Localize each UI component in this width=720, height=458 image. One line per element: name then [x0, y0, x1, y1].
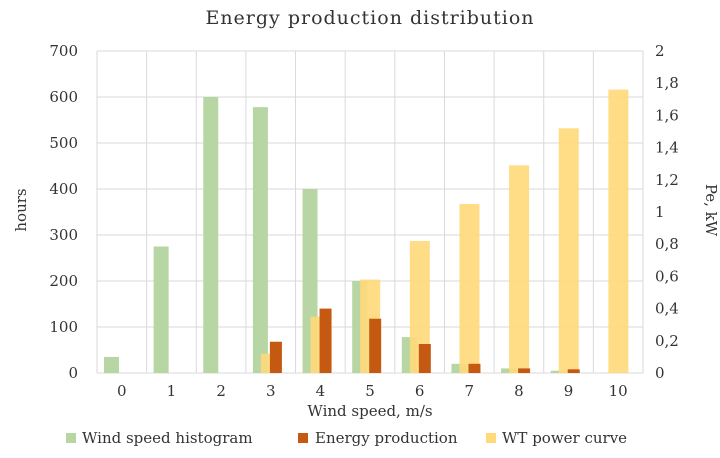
x-tick-label: 3: [266, 382, 276, 400]
left-tick-label: 400: [49, 180, 78, 198]
right-tick-label: 1: [655, 203, 665, 221]
bar-wind-speed-histogram: [104, 356, 119, 373]
x-axis-title: Wind speed, m/s: [307, 402, 432, 420]
bar-energy-production: [369, 318, 382, 373]
bars: [104, 89, 629, 374]
y-axis-left-title: hours: [12, 188, 30, 231]
bar-energy-production: [567, 369, 580, 373]
right-tick-label: 1,2: [655, 171, 679, 189]
right-axis-ticks: 0 0,2 0,4 0,6 0,8 1 1,2 1,4 1,6 1,8 2: [655, 42, 679, 382]
x-tick-label: 7: [464, 382, 474, 400]
right-tick-label: 1,8: [655, 74, 679, 92]
chart-title: Energy production distribution: [205, 7, 534, 29]
bar-wind-speed-histogram: [501, 368, 517, 373]
right-tick-label: 0,8: [655, 235, 679, 253]
x-tick-label: 2: [216, 382, 226, 400]
right-tick-label: 1,6: [655, 106, 679, 124]
legend-swatch: [486, 433, 496, 443]
bar-wind-speed-histogram: [203, 97, 219, 373]
left-tick-label: 200: [49, 272, 78, 290]
x-tick-label: 0: [117, 382, 127, 400]
bar-wind-speed-histogram: [252, 107, 268, 374]
y-axis-right-title: Pe, kW: [702, 184, 720, 237]
x-tick-label: 9: [564, 382, 574, 400]
left-tick-label: 700: [49, 42, 78, 60]
bar-wind-speed-histogram: [550, 370, 566, 373]
bar-energy-production: [269, 341, 282, 373]
bar-wt-power-curve: [558, 128, 579, 373]
left-tick-label: 300: [49, 226, 78, 244]
x-tick-label: 5: [365, 382, 375, 400]
bar-wind-speed-histogram: [153, 246, 169, 373]
legend: Wind speed histogram Energy production WT …: [66, 429, 627, 447]
legend-label: Wind speed histogram: [82, 429, 253, 447]
legend-swatch: [298, 433, 308, 443]
left-axis-ticks: 0 100 200 300 400 500 600 700: [49, 42, 78, 382]
x-tick-label: 10: [609, 382, 628, 400]
right-tick-label: 0,4: [655, 300, 679, 318]
left-tick-label: 500: [49, 134, 78, 152]
bar-energy-production: [418, 344, 431, 373]
right-tick-label: 2: [655, 42, 665, 60]
legend-label: Energy production: [315, 429, 458, 447]
x-tick-label: 6: [415, 382, 425, 400]
bar-wt-power-curve: [608, 89, 629, 373]
left-tick-label: 0: [68, 364, 78, 382]
x-tick-label: 8: [514, 382, 524, 400]
x-tick-label: 4: [316, 382, 326, 400]
legend-label: WT power curve: [502, 429, 627, 447]
left-tick-label: 600: [49, 88, 78, 106]
right-tick-label: 0,6: [655, 267, 679, 285]
bar-wt-power-curve: [459, 203, 480, 373]
bar-energy-production: [518, 368, 531, 373]
bar-wt-power-curve: [409, 240, 430, 373]
bar-energy-production: [468, 363, 481, 373]
right-tick-label: 0: [655, 364, 665, 382]
legend-swatch: [66, 433, 76, 443]
bar-energy-production: [319, 308, 332, 373]
x-tick-label: 1: [167, 382, 177, 400]
x-axis-ticks: 0 1 2 3 4 5 6 7 8 9 10: [117, 382, 628, 400]
bar-wind-speed-histogram: [451, 363, 467, 373]
right-tick-label: 0,2: [655, 332, 679, 350]
bar-wt-power-curve: [509, 165, 530, 373]
right-tick-label: 1,4: [655, 139, 679, 157]
left-tick-label: 100: [49, 318, 78, 336]
